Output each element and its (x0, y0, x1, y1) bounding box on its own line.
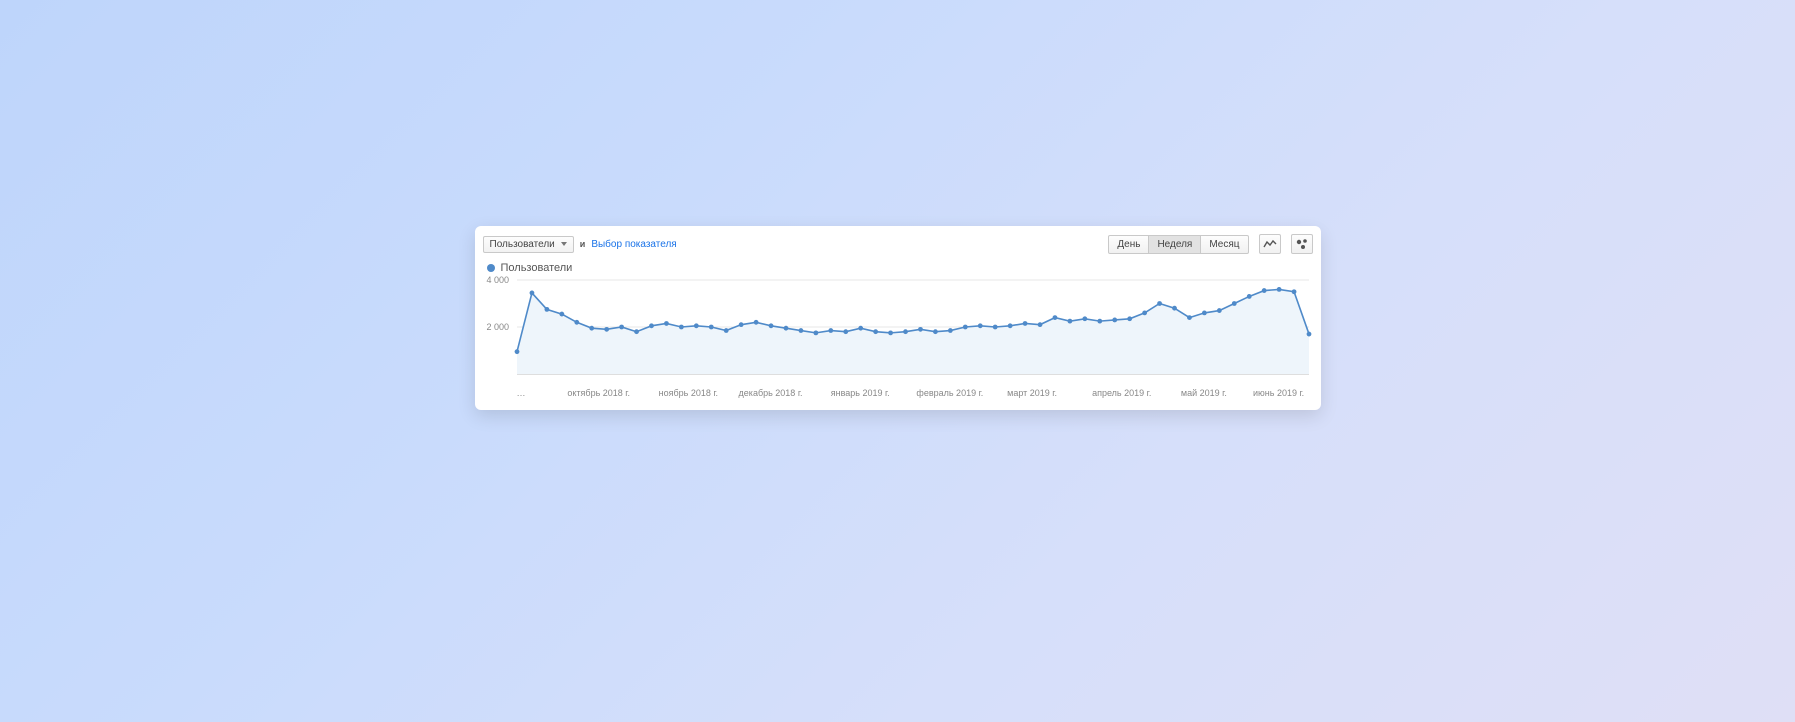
x-tick-label: ноябрь 2018 г. (659, 388, 718, 398)
x-tick-label: июнь 2019 г. (1253, 388, 1304, 398)
analytics-panel: Пользователи и Выбор показателя День Нед… (475, 226, 1321, 410)
x-tick-label: май 2019 г. (1181, 388, 1227, 398)
chevron-down-icon (561, 242, 567, 246)
line-chart (483, 276, 1313, 386)
y-tick-label: 4 000 (487, 275, 510, 285)
chart-legend: Пользователи (483, 256, 1313, 276)
granularity-day[interactable]: День (1109, 236, 1149, 253)
chart-type-line-icon[interactable] (1259, 234, 1281, 254)
legend-dot-icon (487, 264, 495, 272)
x-axis-labels: … октябрь 2018 г. ноябрь 2018 г. декабрь 20… (483, 388, 1313, 404)
x-tick-label: декабрь 2018 г. (739, 388, 803, 398)
add-metric-link[interactable]: Выбор показателя (591, 239, 676, 250)
granularity-toggle: День Неделя Месяц (1108, 235, 1248, 254)
metric-select-label: Пользователи (490, 239, 555, 250)
legend-series-label: Пользователи (501, 262, 573, 274)
granularity-month[interactable]: Месяц (1201, 236, 1247, 253)
x-tick-label: октябрь 2018 г. (567, 388, 630, 398)
metric-select[interactable]: Пользователи (483, 236, 574, 253)
x-tick-label: март 2019 г. (1007, 388, 1057, 398)
chart-area: 2 000 4 000 (483, 276, 1313, 386)
chart-toolbar: Пользователи и Выбор показателя День Нед… (483, 232, 1313, 256)
and-separator: и (580, 239, 586, 249)
y-tick-label: 2 000 (487, 322, 510, 332)
x-tick-label: … (517, 388, 526, 398)
x-tick-label: февраль 2019 г. (916, 388, 983, 398)
x-tick-label: апрель 2019 г. (1092, 388, 1151, 398)
chart-type-motion-icon[interactable] (1291, 234, 1313, 254)
x-tick-label: январь 2019 г. (831, 388, 890, 398)
granularity-week[interactable]: Неделя (1149, 236, 1201, 253)
